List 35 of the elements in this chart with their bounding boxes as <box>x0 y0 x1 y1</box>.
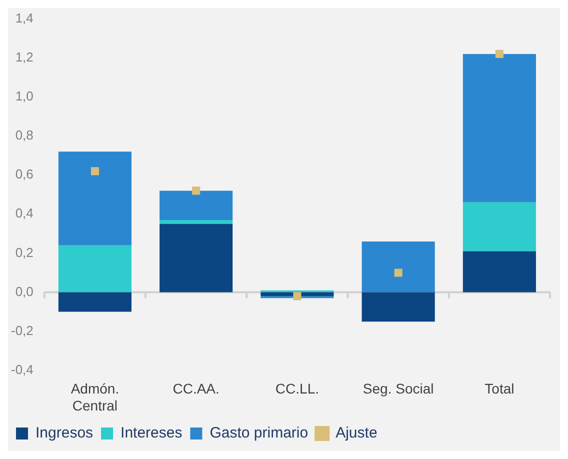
bar <box>362 241 435 292</box>
y-tick-label: 0,4 <box>15 206 34 221</box>
x-tick-label: CC.LL. <box>275 380 319 397</box>
y-tick-label: 0,2 <box>15 244 34 260</box>
y-tick-label: 0,0 <box>15 284 34 299</box>
bar <box>160 220 233 224</box>
bar <box>58 292 132 312</box>
bar <box>160 224 233 292</box>
y-tick-label: 0,6 <box>15 166 34 182</box>
legend-label: Intereses <box>120 424 182 442</box>
y-tick-label: -0,2 <box>10 322 34 338</box>
bar <box>462 202 536 252</box>
point <box>192 186 200 195</box>
x-tick-label: Admón. Central <box>70 380 120 414</box>
y-tick-label: 0,8 <box>15 128 34 143</box>
y-tick-label: 1,0 <box>15 88 34 104</box>
legend-label: Gasto primario <box>210 424 308 442</box>
y-tick-label: 1,4 <box>15 10 34 26</box>
x-tick-label: CC.AA. <box>172 380 220 397</box>
y-tick-label: -0,4 <box>10 362 34 377</box>
bar <box>58 245 132 292</box>
legend-label: Ajuste <box>336 424 378 442</box>
point <box>495 50 504 58</box>
y-tick-label: 1,2 <box>15 49 34 64</box>
bar <box>58 152 132 246</box>
bar <box>462 251 536 292</box>
x-tick-label: Seg. Social <box>362 380 434 397</box>
legend-label: Ingresos <box>36 424 94 442</box>
point <box>293 292 302 300</box>
x-tick-label: Total <box>484 380 514 397</box>
point <box>394 268 402 277</box>
point <box>90 167 99 176</box>
bar <box>362 292 435 322</box>
bar <box>160 190 233 220</box>
bar <box>462 54 536 202</box>
